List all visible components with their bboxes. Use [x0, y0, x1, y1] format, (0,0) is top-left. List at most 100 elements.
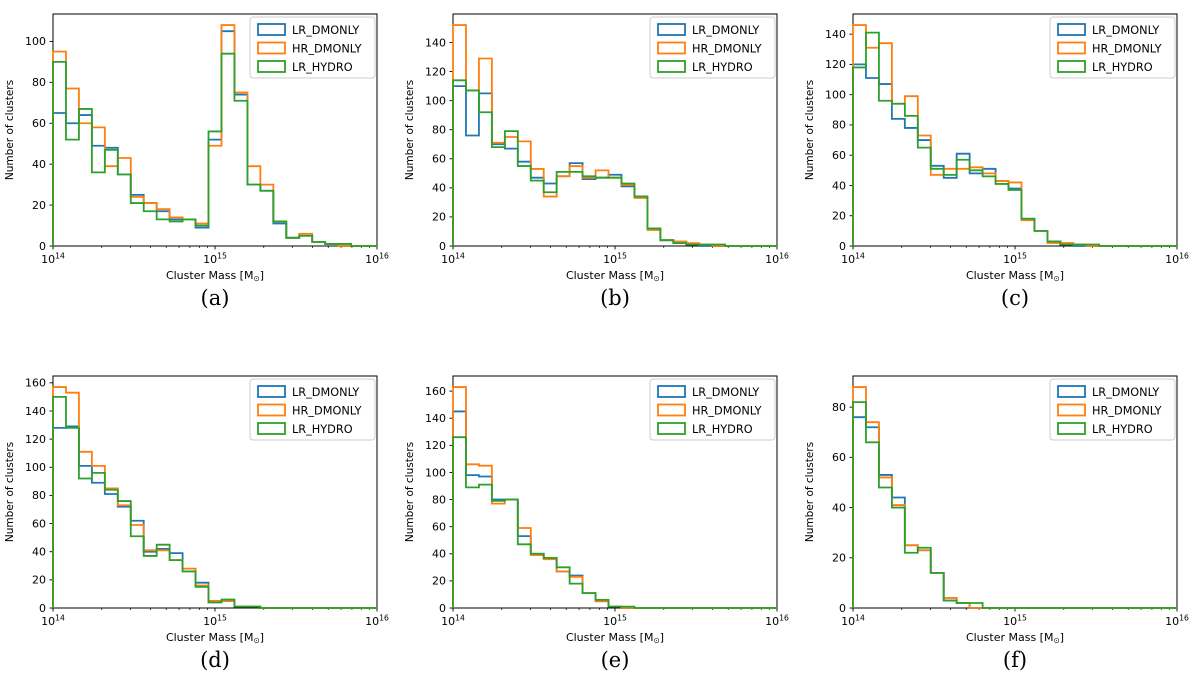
legend-swatch-HR_DMONLY: [657, 41, 686, 55]
y-tick-label: 60: [432, 153, 446, 166]
y-tick-label: 0: [439, 240, 446, 253]
y-tick-label: 120: [425, 439, 446, 452]
legend-box: [1049, 16, 1176, 79]
y-tick-label: 60: [32, 117, 46, 130]
legend-swatch-HR_DMONLY: [1057, 41, 1086, 55]
y-tick-label: 40: [832, 179, 846, 192]
legend-box: [649, 16, 776, 79]
x-axis-label: Cluster Mass [M⊙]: [166, 269, 264, 283]
y-tick-label: 40: [832, 501, 846, 514]
y-axis-label: Number of clusters: [804, 442, 816, 542]
series-group: [852, 24, 1177, 247]
y-axis: 0 20 40 60 80 100 120 140 160: [25, 377, 53, 615]
legend-swatch-LR_HYDRO: [657, 422, 686, 435]
series-LR_HYDRO: [852, 401, 1177, 609]
y-tick-label: 80: [432, 124, 446, 137]
series-LR_HYDRO: [452, 79, 777, 247]
legend-box: [649, 378, 776, 441]
chart-d: 1014 1015 1016 0 20 40 60 80 100 120 140 160 Number …: [4, 375, 389, 645]
series-HR_DMONLY: [452, 24, 777, 247]
legend-label-LR_HYDRO: LR_HYDRO: [292, 61, 353, 74]
x-tick-label: 1015: [603, 614, 627, 629]
y-tick-label: 40: [432, 548, 446, 561]
legend-label-LR_HYDRO: LR_HYDRO: [1092, 61, 1153, 74]
panel-caption-b: (b): [600, 286, 630, 310]
y-tick-label: 20: [832, 210, 846, 223]
x-tick-label: 1014: [41, 252, 65, 267]
legend: LR_DMONLY HR_DMONLY LR_HYDRO: [249, 378, 376, 441]
series-LR_HYDRO: [852, 31, 1177, 247]
chart-a: 1014 1015 1016 0 20 40 60 80 100 Number of cluste…: [4, 13, 389, 283]
series-group: [452, 24, 777, 247]
x-axis-label: Cluster Mass [M⊙]: [166, 631, 264, 645]
series-group: [52, 386, 377, 609]
y-tick-label: 0: [839, 602, 846, 615]
legend-label-LR_DMONLY: LR_DMONLY: [292, 24, 359, 37]
legend-label-LR_HYDRO: LR_HYDRO: [692, 423, 753, 436]
y-tick-label: 120: [25, 433, 46, 446]
y-tick-label: 20: [832, 552, 846, 565]
x-axis: 1014 1015 1016: [441, 608, 789, 628]
series-group: [52, 24, 377, 247]
y-tick-label: 20: [432, 575, 446, 588]
legend-label-LR_HYDRO: LR_HYDRO: [292, 423, 353, 436]
y-tick-label: 100: [25, 35, 46, 48]
panel-e: 1014 1015 1016 0 20 40 60 80 100 120 140 160 Number …: [400, 362, 800, 681]
chart-f: 1014 1015 1016 0 20 40 60 80 Number of clusters C…: [804, 375, 1189, 645]
y-tick-label: 0: [439, 602, 446, 615]
panel-caption-a: (a): [200, 286, 230, 310]
legend-swatch-HR_DMONLY: [257, 41, 286, 55]
y-tick-label: 160: [425, 385, 446, 398]
panel-b: 1014 1015 1016 0 20 40 60 80 100 120 140 Number of …: [400, 0, 800, 362]
x-tick-label: 1016: [365, 614, 389, 629]
chart-c: 1014 1015 1016 0 20 40 60 80 100 120 140 Number of …: [804, 13, 1189, 283]
y-tick-label: 100: [425, 94, 446, 107]
y-tick-label: 80: [832, 119, 846, 132]
legend-label-LR_HYDRO: LR_HYDRO: [1092, 423, 1153, 436]
series-group: [852, 386, 1177, 609]
x-tick-label: 1015: [203, 614, 227, 629]
legend: LR_DMONLY HR_DMONLY LR_HYDRO: [649, 378, 776, 441]
panel-f: 1014 1015 1016 0 20 40 60 80 Number of clusters C…: [800, 362, 1200, 681]
y-axis: 0 20 40 60 80 100 120 140: [825, 28, 853, 253]
legend: LR_DMONLY HR_DMONLY LR_HYDRO: [249, 16, 376, 79]
legend-label-LR_DMONLY: LR_DMONLY: [1092, 386, 1159, 399]
x-axis-label: Cluster Mass [M⊙]: [566, 631, 664, 645]
chart-b: 1014 1015 1016 0 20 40 60 80 100 120 140 Number of …: [404, 13, 789, 283]
legend-swatch-HR_DMONLY: [257, 403, 286, 417]
legend-label-LR_DMONLY: LR_DMONLY: [1092, 24, 1159, 37]
y-axis: 0 20 40 60 80 100: [25, 35, 53, 253]
y-axis-label: Number of clusters: [804, 80, 816, 180]
legend-box: [1049, 378, 1176, 441]
legend-label-HR_DMONLY: HR_DMONLY: [692, 405, 762, 418]
legend: LR_DMONLY HR_DMONLY LR_HYDRO: [1049, 378, 1176, 441]
x-axis: 1014 1015 1016: [841, 608, 1189, 628]
x-axis: 1014 1015 1016: [841, 246, 1189, 266]
y-tick-label: 80: [832, 401, 846, 414]
x-tick-label: 1016: [1165, 252, 1189, 267]
legend-swatch-LR_HYDRO: [257, 60, 286, 73]
x-tick-label: 1014: [441, 614, 465, 629]
y-axis: 0 20 40 60 80: [832, 401, 853, 615]
legend-label-HR_DMONLY: HR_DMONLY: [292, 405, 362, 418]
legend-label-HR_DMONLY: HR_DMONLY: [1092, 43, 1162, 56]
y-tick-label: 0: [839, 240, 846, 253]
legend-swatch-LR_HYDRO: [1057, 422, 1086, 435]
panel-caption-e: (e): [600, 648, 630, 672]
y-tick-label: 40: [432, 182, 446, 195]
y-tick-label: 140: [425, 412, 446, 425]
x-axis: 1014 1015 1016: [41, 608, 389, 628]
legend-swatch-LR_DMONLY: [257, 385, 286, 398]
legend-swatch-LR_DMONLY: [657, 385, 686, 398]
x-tick-label: 1014: [841, 252, 865, 267]
y-tick-label: 40: [32, 546, 46, 559]
legend-label-LR_DMONLY: LR_DMONLY: [692, 24, 759, 37]
y-tick-label: 60: [832, 451, 846, 464]
x-tick-label: 1015: [1003, 252, 1027, 267]
legend-box: [249, 378, 376, 441]
y-axis-label: Number of clusters: [404, 80, 416, 180]
x-tick-label: 1015: [203, 252, 227, 267]
legend-label-HR_DMONLY: HR_DMONLY: [292, 43, 362, 56]
y-axis: 0 20 40 60 80 100 120 140 160: [425, 385, 453, 615]
y-tick-label: 20: [432, 211, 446, 224]
